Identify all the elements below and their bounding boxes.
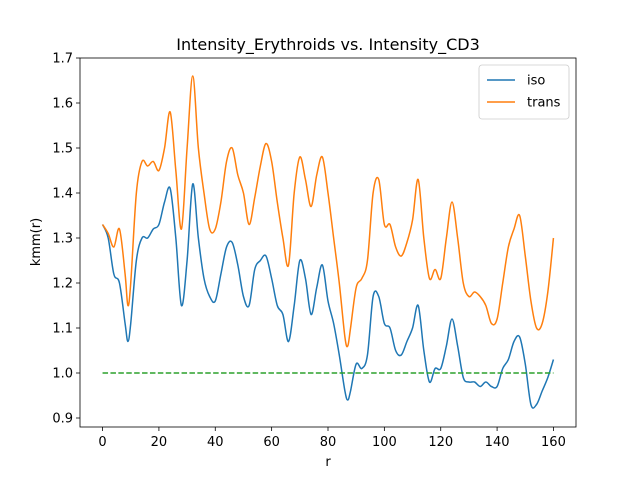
x-axis: 0 20 40 60 80 100 120 140 160 bbox=[98, 427, 566, 450]
series-line-iso bbox=[101, 183, 555, 409]
y-tick-label: 1.6 bbox=[52, 97, 73, 112]
y-axis: 0.9 1.0 1.1 1.2 1.3 1.4 1.5 1.6 1.7 bbox=[52, 52, 80, 427]
y-tick-label: 1.1 bbox=[52, 322, 73, 337]
x-tick-label: 20 bbox=[151, 435, 168, 450]
legend-box bbox=[478, 64, 570, 120]
y-tick-label: 1.0 bbox=[52, 367, 73, 382]
series-line-trans bbox=[101, 75, 555, 348]
legend-label-iso: iso bbox=[527, 74, 545, 89]
y-tick-label: 1.2 bbox=[52, 277, 73, 292]
y-tick-label: 1.5 bbox=[52, 142, 73, 157]
x-tick-label: 0 bbox=[98, 435, 106, 450]
y-tick-label: 0.9 bbox=[52, 412, 73, 427]
legend-label-trans: trans bbox=[527, 96, 561, 111]
x-tick-label: 60 bbox=[263, 435, 280, 450]
y-tick-label: 1.7 bbox=[52, 52, 73, 67]
x-axis-label: r bbox=[325, 455, 331, 470]
x-tick-label: 40 bbox=[207, 435, 224, 450]
legend: iso trans bbox=[478, 64, 570, 120]
x-tick-label: 120 bbox=[428, 435, 453, 450]
x-tick-label: 160 bbox=[541, 435, 566, 450]
x-tick-label: 80 bbox=[320, 435, 337, 450]
chart-title: Intensity_Erythroids vs. Intensity_CD3 bbox=[176, 35, 480, 55]
x-tick-label: 140 bbox=[485, 435, 510, 450]
y-tick-label: 1.4 bbox=[52, 187, 73, 202]
x-tick-label: 100 bbox=[372, 435, 397, 450]
plot-area bbox=[79, 57, 577, 428]
y-tick-label: 1.3 bbox=[52, 232, 73, 247]
y-axis-label: kmm(r) bbox=[29, 218, 44, 266]
